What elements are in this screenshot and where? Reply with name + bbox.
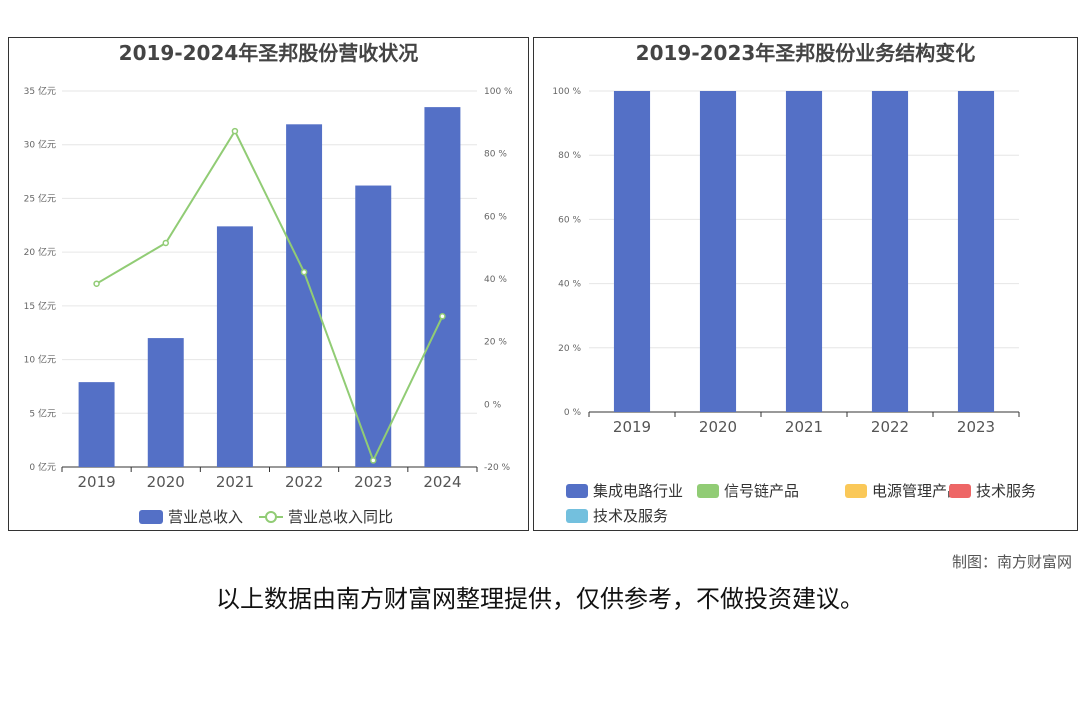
y-tick-label: 80 % [558, 151, 581, 161]
chart-title: 2019-2024年圣邦股份营收状况 [118, 41, 419, 65]
x-tick-label: 2021 [216, 473, 254, 491]
x-tick-label: 2022 [285, 473, 323, 491]
x-tick-label: 2022 [871, 418, 909, 436]
y-tick-label: 25 亿元 [24, 192, 56, 204]
y-tick-label: 60 % [558, 215, 581, 225]
business-structure-chart: 0 % 20 % 40 % 60 % 80 % 100 % 2019 2020 2021 2022… [552, 87, 1036, 525]
x-tick-label: 2021 [785, 418, 823, 436]
legend-label: 营业总收入 [168, 508, 243, 526]
y2-tick-label: 100 % [484, 87, 513, 97]
y-tick-label: 5 亿元 [29, 407, 56, 419]
bar [957, 91, 995, 412]
y-tick-label: 30 亿元 [24, 139, 56, 151]
legend-swatch [265, 511, 277, 523]
y2-tick-label: 20 % [484, 338, 507, 348]
legend-label: 集成电路行业 [593, 482, 683, 500]
bar [424, 107, 461, 467]
chart-credit: 制图：南方财富网 [951, 553, 1072, 571]
revenue-chart-panel: 2019-2024年圣邦股份营收状况 0 亿元 5 亿元 10 亿元 15 亿元 20 … [8, 37, 529, 531]
bar [216, 226, 253, 467]
legend-swatch [139, 510, 163, 524]
legend-label: 技术及服务 [593, 507, 668, 525]
x-tick-label: 2023 [354, 473, 392, 491]
bar [78, 382, 115, 467]
x-tick-label: 2020 [699, 418, 737, 436]
line-point [93, 280, 100, 287]
y2-tick-label: 80 % [484, 150, 507, 160]
bar [785, 91, 823, 412]
y-tick-label: 15 亿元 [24, 300, 56, 312]
x-tick-label: 2023 [957, 418, 995, 436]
y-tick-label: 0 亿元 [29, 461, 56, 473]
legend-label: 技术服务 [976, 482, 1036, 500]
series-line [96, 129, 444, 463]
bar [871, 91, 909, 412]
y-tick-label: 40 % [558, 280, 581, 290]
x-tick-label: 2019 [77, 473, 115, 491]
x-tick-label: 2020 [147, 473, 185, 491]
legend-label: 营业总收入同比 [288, 508, 393, 526]
y-tick-label: 0 % [564, 408, 582, 418]
chart-title: 2019-2023年圣邦股份业务结构变化 [635, 41, 976, 65]
revenue-chart: 0 亿元 5 亿元 10 亿元 15 亿元 20 亿元 25 亿元 30 亿元 35 亿元 -2… [24, 85, 513, 526]
x-tick-label: 2024 [423, 473, 461, 491]
line-point [300, 268, 308, 276]
bar [613, 91, 651, 412]
x-tick-label: 2019 [613, 418, 651, 436]
line-point [370, 457, 377, 464]
y-tick-label: 10 亿元 [24, 354, 56, 366]
y-tick-label: 35 亿元 [24, 85, 56, 97]
legend-swatch [949, 484, 971, 498]
bar [286, 124, 323, 467]
business-structure-chart-panel: 2019-2023年圣邦股份业务结构变化 0 % 20 % 40 % 60 % 80 %… [533, 37, 1078, 531]
bar [699, 91, 737, 412]
y2-tick-label: 40 % [484, 275, 507, 285]
y-tick-label: 20 亿元 [24, 246, 56, 258]
y2-tick-label: -20 % [484, 463, 511, 473]
legend-label: 电源管理产品 [872, 482, 962, 500]
y-tick-label: 20 % [558, 344, 581, 354]
y2-tick-label: 60 % [484, 212, 507, 222]
legend-label: 信号链产品 [724, 482, 799, 500]
legend-swatch [566, 484, 588, 498]
disclaimer-note: 以上数据由南方财富网整理提供，仅供参考，不做投资建议。 [216, 585, 864, 613]
legend-swatch [566, 509, 588, 523]
line-point [439, 313, 446, 320]
y2-tick-label: 0 % [484, 400, 502, 410]
line-point [162, 239, 169, 247]
y-tick-label: 100 % [552, 87, 581, 97]
bar [147, 338, 184, 467]
legend-swatch [845, 484, 867, 498]
bar [355, 185, 392, 467]
legend-swatch [697, 484, 719, 498]
line-point [231, 127, 239, 135]
